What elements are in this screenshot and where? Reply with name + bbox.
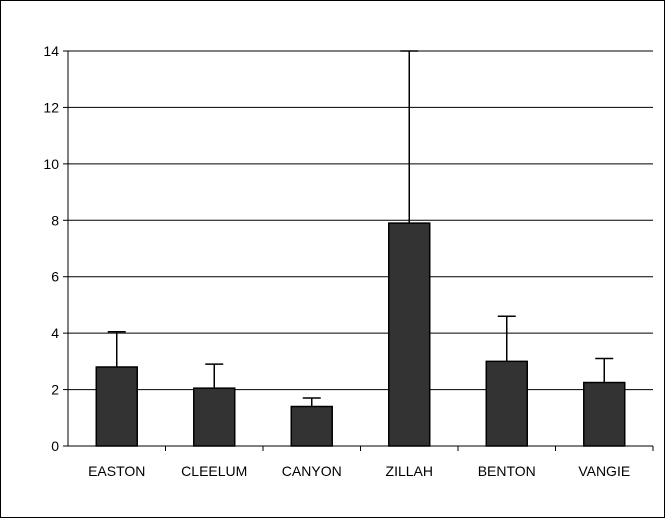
y-tick-label: 4 [51,325,59,341]
x-category-label: BENTON [478,463,536,479]
x-category-label: CANYON [282,463,342,479]
bar-zillah [388,222,431,447]
y-tick-label: 6 [51,269,59,285]
y-tick-label: 8 [51,212,59,228]
bar-vangie [583,381,626,447]
bars [95,222,626,447]
y-tick-label: 0 [51,438,59,454]
x-category-label: VANGIE [578,463,630,479]
y-tick-label: 2 [51,382,59,398]
y-tick-label: 10 [43,156,59,172]
y-tick-labels: 0 2 4 6 8 10 12 14 [43,43,59,454]
gridlines [68,50,653,391]
x-category-label: EASTON [88,463,145,479]
axes [63,50,654,451]
bar-cleelum [193,387,236,447]
bar-easton [95,366,138,447]
y-tick-label: 14 [43,43,59,59]
x-category-label: ZILLAH [386,463,433,479]
x-category-label: CLEELUM [181,463,247,479]
bar-canyon [290,405,333,447]
x-category-labels: EASTON CLEELUM CANYON ZILLAH BENTON VANGIE [88,463,630,479]
error-bars [107,50,614,407]
y-tick-label: 12 [43,99,59,115]
bar-benton [485,360,528,447]
